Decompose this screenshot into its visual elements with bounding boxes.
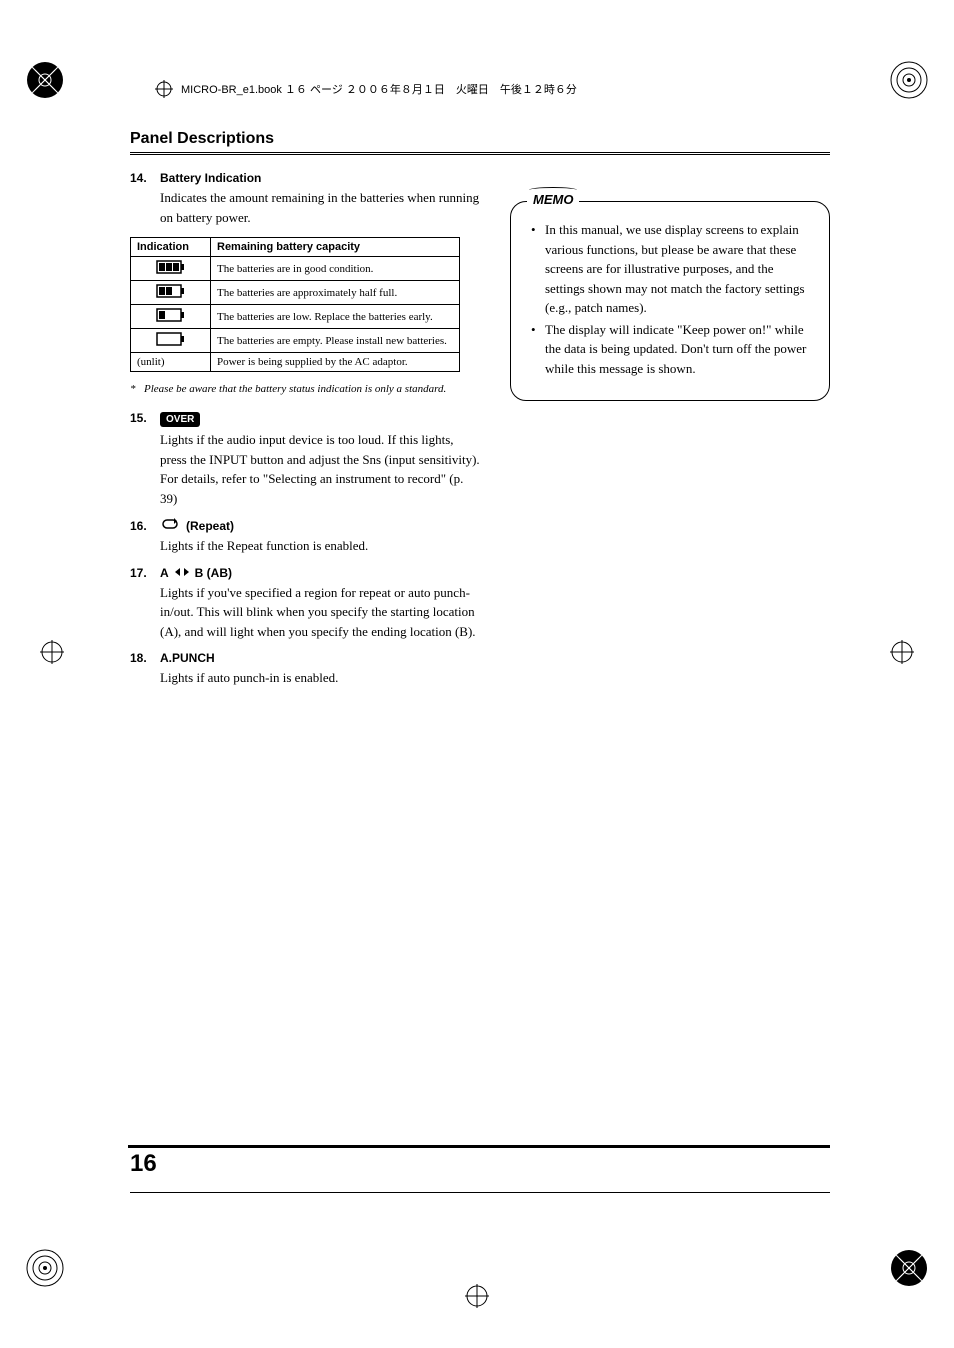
item-body: Lights if you've specified a region for … <box>160 583 480 642</box>
reg-mark-left <box>40 640 64 664</box>
item-18: 18. A.PUNCH Lights if auto punch-in is e… <box>130 651 470 688</box>
repeat-icon <box>160 518 180 530</box>
item-label-a: A <box>160 566 169 580</box>
table-cell: Power is being supplied by the AC adapto… <box>211 353 460 372</box>
battery-icon-cell <box>131 257 211 281</box>
item-16: 16. (Repeat) Lights if the Repeat functi… <box>130 518 470 556</box>
footnote-star: * <box>130 382 136 397</box>
item-label: A.PUNCH <box>160 651 215 665</box>
reg-mark-right <box>890 640 914 664</box>
page-content: Panel Descriptions 14. Battery Indicatio… <box>130 130 830 698</box>
item-body: Lights if the audio input device is too … <box>160 430 480 508</box>
item-num: 14. <box>130 171 154 185</box>
item-num: 17. <box>130 566 154 580</box>
item-num: 18. <box>130 651 154 665</box>
battery-low-icon <box>156 308 186 322</box>
item-17: 17. A B (AB) Lights if you've specified … <box>130 566 470 642</box>
header-text: MICRO-BR_e1.book １６ ページ ２００６年８月１日 火曜日 午後… <box>181 81 577 97</box>
table-header: Remaining battery capacity <box>211 238 460 257</box>
crop-line-bottom <box>130 1192 830 1193</box>
table-cell: The batteries are in good condition. <box>211 257 460 281</box>
memo-label: MEMO <box>527 190 579 210</box>
item-body: Indicates the amount remaining in the ba… <box>160 188 480 227</box>
section-title: Panel Descriptions <box>130 130 830 153</box>
left-column: 14. Battery Indication Indicates the amo… <box>130 171 470 698</box>
table-row: (unlit) Power is being supplied by the A… <box>131 353 460 372</box>
item-15: 15. OVER Lights if the audio input devic… <box>130 411 470 508</box>
corner-mark-tr <box>889 60 929 100</box>
table-row: The batteries are approximately half ful… <box>131 281 460 305</box>
item-label: (Repeat) <box>186 519 234 533</box>
over-badge: OVER <box>160 412 200 427</box>
table-cell: (unlit) <box>131 353 211 372</box>
item-num: 16. <box>130 519 154 533</box>
battery-table: Indication Remaining battery capacity Th… <box>130 237 460 372</box>
corner-mark-tl <box>25 60 65 100</box>
header-file-info: MICRO-BR_e1.book １６ ページ ２００６年８月１日 火曜日 午後… <box>155 80 577 98</box>
memo-box: MEMO In this manual, we use display scre… <box>510 201 830 401</box>
footer-bar <box>128 1145 830 1148</box>
memo-bullet: In this manual, we use display screens t… <box>545 220 809 318</box>
item-label: Battery Indication <box>160 171 261 185</box>
battery-icon-cell <box>131 329 211 353</box>
battery-half-icon <box>156 284 186 298</box>
battery-empty-icon <box>156 332 186 346</box>
table-cell: The batteries are low. Replace the batte… <box>211 305 460 329</box>
page-number: 16 <box>130 1150 157 1178</box>
item-num: 15. <box>130 411 154 425</box>
reg-mark-bottom <box>465 1284 489 1308</box>
footnote: * Please be aware that the battery statu… <box>144 382 464 397</box>
corner-mark-br <box>889 1248 929 1288</box>
battery-full-icon <box>156 260 186 274</box>
table-row: The batteries are low. Replace the batte… <box>131 305 460 329</box>
table-header: Indication <box>131 238 211 257</box>
table-row: The batteries are empty. Please install … <box>131 329 460 353</box>
footnote-text: Please be aware that the battery status … <box>144 383 446 395</box>
item-body: Lights if auto punch-in is enabled. <box>160 668 480 688</box>
right-column: MEMO In this manual, we use display scre… <box>510 201 830 698</box>
memo-bullet: The display will indicate "Keep power on… <box>545 320 809 379</box>
item-14: 14. Battery Indication Indicates the amo… <box>130 171 470 227</box>
corner-mark-bl <box>25 1248 65 1288</box>
item-body: Lights if the Repeat function is enabled… <box>160 536 480 556</box>
battery-icon-cell <box>131 305 211 329</box>
ab-arrows-icon <box>175 567 189 577</box>
table-cell: The batteries are approximately half ful… <box>211 281 460 305</box>
item-label-b: B (AB) <box>195 566 232 580</box>
table-row: The batteries are in good condition. <box>131 257 460 281</box>
table-cell: The batteries are empty. Please install … <box>211 329 460 353</box>
battery-icon-cell <box>131 281 211 305</box>
